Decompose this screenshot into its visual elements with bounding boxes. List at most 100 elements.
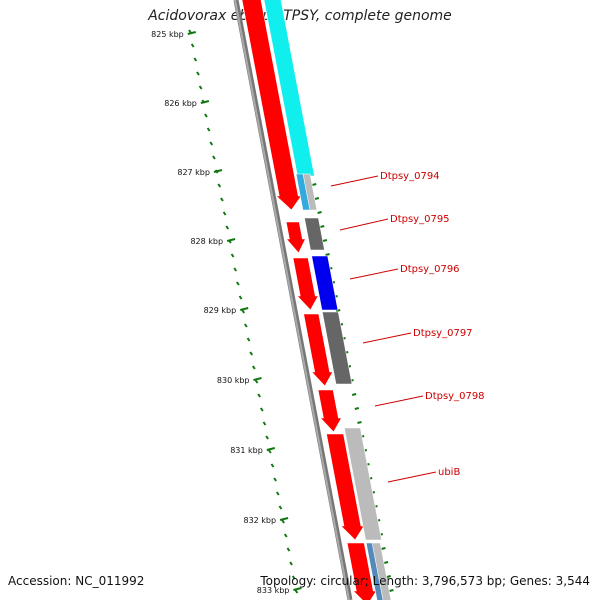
reverse-gene-lightgray[interactable] <box>343 427 382 541</box>
forward-gene[interactable] <box>303 313 334 387</box>
outer-ruler-tick <box>335 309 341 312</box>
forward-gene[interactable] <box>346 542 377 600</box>
ruler-major-tick <box>239 307 249 311</box>
ruler-tick <box>257 393 261 398</box>
gene-label-leader <box>374 395 424 407</box>
reverse-gene[interactable] <box>302 173 318 211</box>
ruler-major-tick <box>293 587 302 591</box>
ruler-tick <box>238 295 243 300</box>
gene-label[interactable]: Dtpsy_0797 <box>413 328 473 339</box>
reverse-gene[interactable] <box>371 542 392 600</box>
ruler-major-tick <box>226 238 236 242</box>
ruler-tick <box>281 519 285 524</box>
ruler-tick <box>291 575 296 580</box>
ruler-label: 828 kbp <box>190 237 223 246</box>
ruler-tick <box>198 85 203 90</box>
ruler-tick <box>217 183 222 188</box>
accession-text: Accession: NC_011992 <box>8 574 145 588</box>
outer-ruler-tick <box>314 197 320 200</box>
ruler-tick <box>286 547 291 552</box>
ruler-tick <box>222 211 227 216</box>
kbp-ruler: 825 kbp 826 kbp 827 kbp 828 kbp 829 kbp 830 k… <box>151 29 394 595</box>
forward-gene[interactable] <box>292 257 319 311</box>
gene-features <box>241 0 392 600</box>
reverse-gene[interactable] <box>365 542 385 600</box>
ruler-tick <box>267 449 272 454</box>
gene-label[interactable]: Dtpsy_0798 <box>425 391 485 402</box>
forward-gene[interactable] <box>241 0 302 211</box>
reverse-gene-blue[interactable] <box>311 255 339 311</box>
outer-ruler-tick <box>322 239 328 242</box>
gene-label-leader <box>362 332 412 344</box>
outer-ruler-tick <box>325 253 330 256</box>
ruler-label: 826 kbp <box>164 99 197 108</box>
forward-gene[interactable] <box>285 221 306 254</box>
ruler-major-tick <box>187 31 197 35</box>
ruler-tick <box>230 253 235 258</box>
gene-label-leader <box>330 175 379 187</box>
outer-ruler-tick <box>319 225 325 228</box>
ruler-tick <box>275 491 280 496</box>
ruler-tick <box>193 57 198 62</box>
ruler-tick <box>190 43 195 48</box>
gene-label[interactable]: Dtpsy_0794 <box>380 171 440 182</box>
gene-label[interactable]: Dtpsy_0796 <box>400 264 460 275</box>
reverse-gene-gray[interactable] <box>304 217 325 251</box>
backbone-highlight <box>234 0 350 600</box>
ruler-tick <box>283 533 288 538</box>
ruler-tick <box>294 589 299 594</box>
ruler-tick <box>212 155 216 160</box>
ruler-tick <box>252 365 256 370</box>
outer-ruler-tick <box>357 421 362 424</box>
forward-gene[interactable] <box>326 433 365 541</box>
gene-label[interactable]: Dtpsy_0795 <box>390 214 450 225</box>
ruler-tick <box>225 225 230 230</box>
ruler-label: 831 kbp <box>230 446 263 455</box>
ruler-tick <box>246 337 251 342</box>
reverse-gene-gray[interactable] <box>321 311 353 385</box>
ruler-tick <box>270 463 275 468</box>
reverse-gene-cyan[interactable] <box>263 0 315 177</box>
ruler-tick <box>249 351 254 356</box>
gene-label-leader <box>339 218 389 231</box>
ruler-tick <box>241 309 246 314</box>
ruler-tick <box>244 323 248 328</box>
ruler-tick <box>254 379 259 384</box>
ruler-tick <box>265 435 269 440</box>
outer-ruler-tick <box>354 407 360 410</box>
ruler-tick <box>209 141 214 146</box>
ruler-label: 833 kbp <box>257 586 290 595</box>
outer-ruler-tick <box>383 561 389 564</box>
ruler-tick <box>220 197 224 202</box>
ruler-label: 827 kbp <box>177 168 210 177</box>
outer-ruler-tick <box>312 183 317 186</box>
outer-ruler-tick <box>386 575 391 578</box>
ruler-major-tick <box>279 517 289 521</box>
outer-ruler-tick <box>351 393 357 396</box>
forward-gene[interactable] <box>317 389 342 433</box>
ruler-label: 830 kbp <box>217 376 250 385</box>
outer-ruler-tick <box>381 547 386 550</box>
ruler-major-tick <box>200 100 210 104</box>
ruler-label: 832 kbp <box>243 516 276 525</box>
ruler-major-tick <box>213 169 223 173</box>
gene-label-leader <box>349 268 399 280</box>
outer-ruler-tick <box>317 211 322 214</box>
ruler-tick <box>196 71 200 76</box>
ruler-tick <box>262 421 267 426</box>
ruler-major-tick <box>266 447 276 451</box>
ruler-tick <box>273 477 277 482</box>
outer-ruler-tick <box>389 589 394 592</box>
ruler-tick <box>206 127 211 132</box>
topology-text: Topology: circular; Length: 3,796,573 bp… <box>260 574 590 588</box>
ruler-tick <box>204 113 208 118</box>
gene-label-leader <box>387 471 437 483</box>
ruler-label: 829 kbp <box>204 306 237 315</box>
ruler-major-tick <box>253 377 262 381</box>
ruler-tick <box>278 505 283 510</box>
gene-label[interactable]: ubiB <box>438 467 460 478</box>
ruler-tick <box>289 561 293 566</box>
ruler-tick <box>236 281 240 286</box>
ruler-label: 825 kbp <box>151 30 184 39</box>
